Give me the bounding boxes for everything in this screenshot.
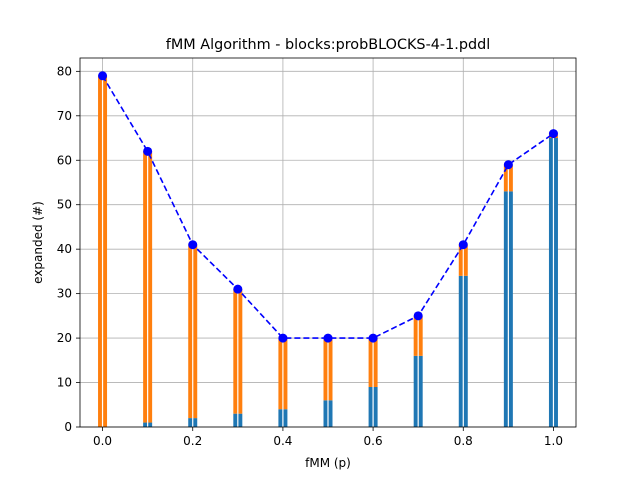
x-tick-label: 0.6 <box>364 434 383 448</box>
bars <box>98 75 558 427</box>
plot-frame <box>79 57 577 428</box>
y-tick-label: 80 <box>57 64 72 78</box>
line-marker <box>368 333 378 343</box>
axis-ticks: 0.0 0.2 0.4 0.6 0.8 1.0 0 10 20 30 40 50 60 70 80 <box>57 64 563 448</box>
y-axis-label: expanded (#) <box>31 201 45 284</box>
x-tick-label: 1.0 <box>544 434 563 448</box>
y-tick-label: 70 <box>57 109 72 123</box>
line-marker <box>143 146 153 156</box>
x-tick-label: 0.4 <box>273 434 292 448</box>
line-marker <box>458 240 468 250</box>
y-tick-label: 0 <box>64 420 72 434</box>
line-marker <box>233 284 243 294</box>
line-marker <box>548 129 558 139</box>
x-axis-label: fMM (p) <box>305 456 351 470</box>
y-tick-label: 50 <box>57 198 72 212</box>
x-tick-label: 0.2 <box>183 434 202 448</box>
y-tick-label: 20 <box>57 331 72 345</box>
y-tick-label: 60 <box>57 153 72 167</box>
chart-title: fMM Algorithm - blocks:probBLOCKS-4-1.pd… <box>166 37 491 53</box>
y-tick-label: 30 <box>57 287 72 301</box>
line-marker <box>503 160 513 170</box>
line-marker <box>278 333 288 343</box>
line-marker <box>188 240 198 250</box>
x-tick-label: 0.8 <box>454 434 473 448</box>
y-tick-label: 40 <box>57 242 72 256</box>
y-tick-label: 10 <box>57 376 72 390</box>
line-series <box>98 71 558 343</box>
dashed-line <box>101 75 554 339</box>
line-marker <box>98 71 108 81</box>
line-marker <box>323 333 333 343</box>
x-tick-label: 0.0 <box>93 434 112 448</box>
line-marker <box>413 311 423 321</box>
